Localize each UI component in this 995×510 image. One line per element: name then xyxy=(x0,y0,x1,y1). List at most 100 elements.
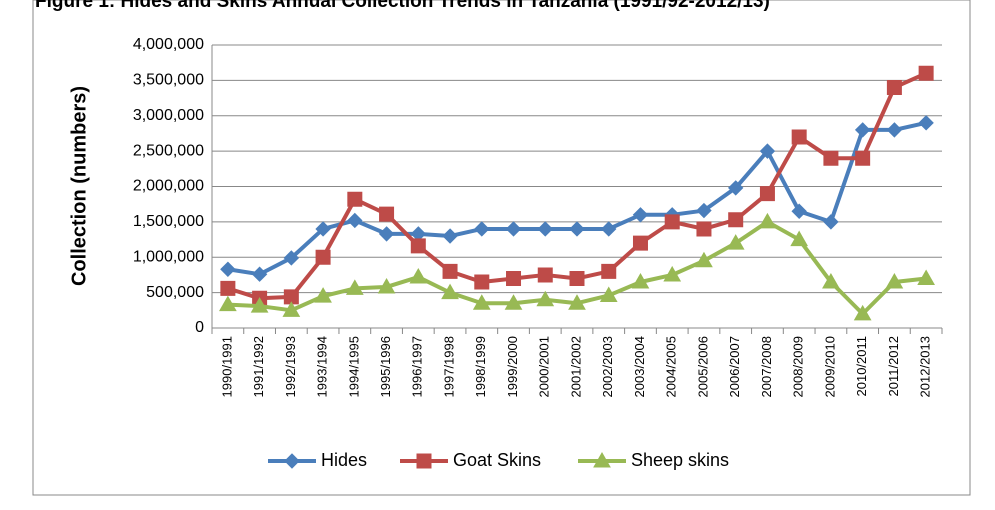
data-point xyxy=(759,186,775,202)
data-point xyxy=(917,269,935,285)
data-point xyxy=(790,230,809,247)
data-point xyxy=(537,267,553,283)
x-tick-label: 2009/2010 xyxy=(822,336,837,397)
data-point xyxy=(664,214,680,230)
data-point xyxy=(251,266,268,282)
data-point xyxy=(886,79,902,95)
x-tick-label: 2004/2005 xyxy=(664,336,679,397)
legend-marker xyxy=(284,453,300,469)
data-point xyxy=(885,273,904,289)
data-point xyxy=(695,251,713,268)
x-tick-label: 1997/1998 xyxy=(441,336,456,397)
data-point xyxy=(442,263,458,279)
legend-marker xyxy=(416,453,432,469)
legend-label: Sheep skins xyxy=(631,450,729,470)
x-tick-label: 2005/2006 xyxy=(695,336,710,397)
x-tick-label: 2001/2002 xyxy=(568,336,583,397)
x-tick-label: 2000/2001 xyxy=(537,336,552,397)
data-point xyxy=(474,274,490,290)
data-point xyxy=(886,122,903,138)
x-tick-label: 2002/2003 xyxy=(600,336,615,397)
data-point xyxy=(726,234,745,250)
data-point xyxy=(696,202,712,219)
series-line xyxy=(227,71,927,301)
y-tick-label: 2,500,000 xyxy=(133,142,204,159)
data-point xyxy=(569,270,585,286)
y-tick-label: 0 xyxy=(195,319,204,336)
y-tick-label: 500,000 xyxy=(146,284,204,301)
data-point xyxy=(220,280,236,296)
data-point xyxy=(727,180,744,196)
data-point xyxy=(918,65,934,81)
x-tick-label: 1996/1997 xyxy=(410,336,425,397)
y-tick-label: 4,000,000 xyxy=(133,36,204,53)
data-point xyxy=(250,297,269,313)
data-point xyxy=(347,212,363,229)
data-point xyxy=(758,212,777,229)
data-point xyxy=(823,214,839,230)
data-point xyxy=(568,294,586,310)
chart-title: Figure 1: Hides and Skins Annual Collect… xyxy=(35,0,770,12)
data-point xyxy=(441,283,459,300)
chart-border xyxy=(32,0,971,496)
data-point xyxy=(601,263,617,279)
data-point xyxy=(220,261,236,277)
y-tick-label: 3,500,000 xyxy=(133,72,204,89)
legend-label: Goat Skins xyxy=(453,450,541,470)
data-point xyxy=(379,206,395,222)
data-point xyxy=(854,122,871,138)
data-point xyxy=(378,226,395,242)
data-point xyxy=(791,203,807,219)
data-point xyxy=(283,289,299,305)
data-point xyxy=(474,221,490,237)
data-point xyxy=(219,295,237,312)
data-point xyxy=(409,268,428,284)
y-tick-label: 2,000,000 xyxy=(133,178,204,195)
data-point xyxy=(823,150,839,166)
x-tick-label: 2006/2007 xyxy=(727,336,742,397)
data-point xyxy=(536,290,555,307)
y-axis-label: Collection (numbers) xyxy=(68,86,90,286)
x-tick-label: 1998/1999 xyxy=(473,336,488,397)
x-tick-label: 2003/2004 xyxy=(632,336,647,397)
data-point xyxy=(537,221,553,237)
data-point xyxy=(855,150,871,166)
x-tick-label: 2011/2012 xyxy=(886,336,901,397)
x-tick-label: 2012/2013 xyxy=(918,336,933,397)
data-point xyxy=(631,273,650,289)
data-point xyxy=(853,304,872,321)
y-tick-label: 3,000,000 xyxy=(133,107,204,124)
legend-marker xyxy=(593,451,611,468)
data-point xyxy=(918,115,934,131)
data-point xyxy=(663,265,682,282)
data-point xyxy=(315,249,331,265)
data-point xyxy=(314,287,332,303)
data-point xyxy=(599,286,618,302)
x-tick-label: 2008/2009 xyxy=(791,336,806,397)
y-tick-label: 1,000,000 xyxy=(133,248,204,265)
data-point xyxy=(569,221,585,237)
x-tick-label: 1992/1993 xyxy=(283,336,298,397)
data-point xyxy=(632,207,649,223)
data-point xyxy=(632,235,648,251)
data-point xyxy=(791,129,807,145)
data-point xyxy=(347,191,363,207)
series-line xyxy=(227,120,927,277)
data-point xyxy=(759,143,776,159)
data-point xyxy=(506,270,522,286)
data-point xyxy=(472,294,491,310)
data-point xyxy=(345,279,364,295)
x-tick-label: 1991/1992 xyxy=(251,336,266,397)
data-point xyxy=(377,277,396,294)
x-tick-label: 1994/1995 xyxy=(346,336,361,397)
y-tick-label: 1,500,000 xyxy=(133,213,204,230)
data-point xyxy=(696,221,712,237)
data-point xyxy=(410,238,426,254)
data-point xyxy=(601,221,617,237)
data-point xyxy=(822,273,840,289)
data-point xyxy=(315,221,331,237)
x-tick-label: 1995/1996 xyxy=(378,336,393,397)
data-point xyxy=(504,294,523,310)
x-tick-label: 2010/2011 xyxy=(854,336,869,397)
legend-label: Hides xyxy=(321,450,367,470)
